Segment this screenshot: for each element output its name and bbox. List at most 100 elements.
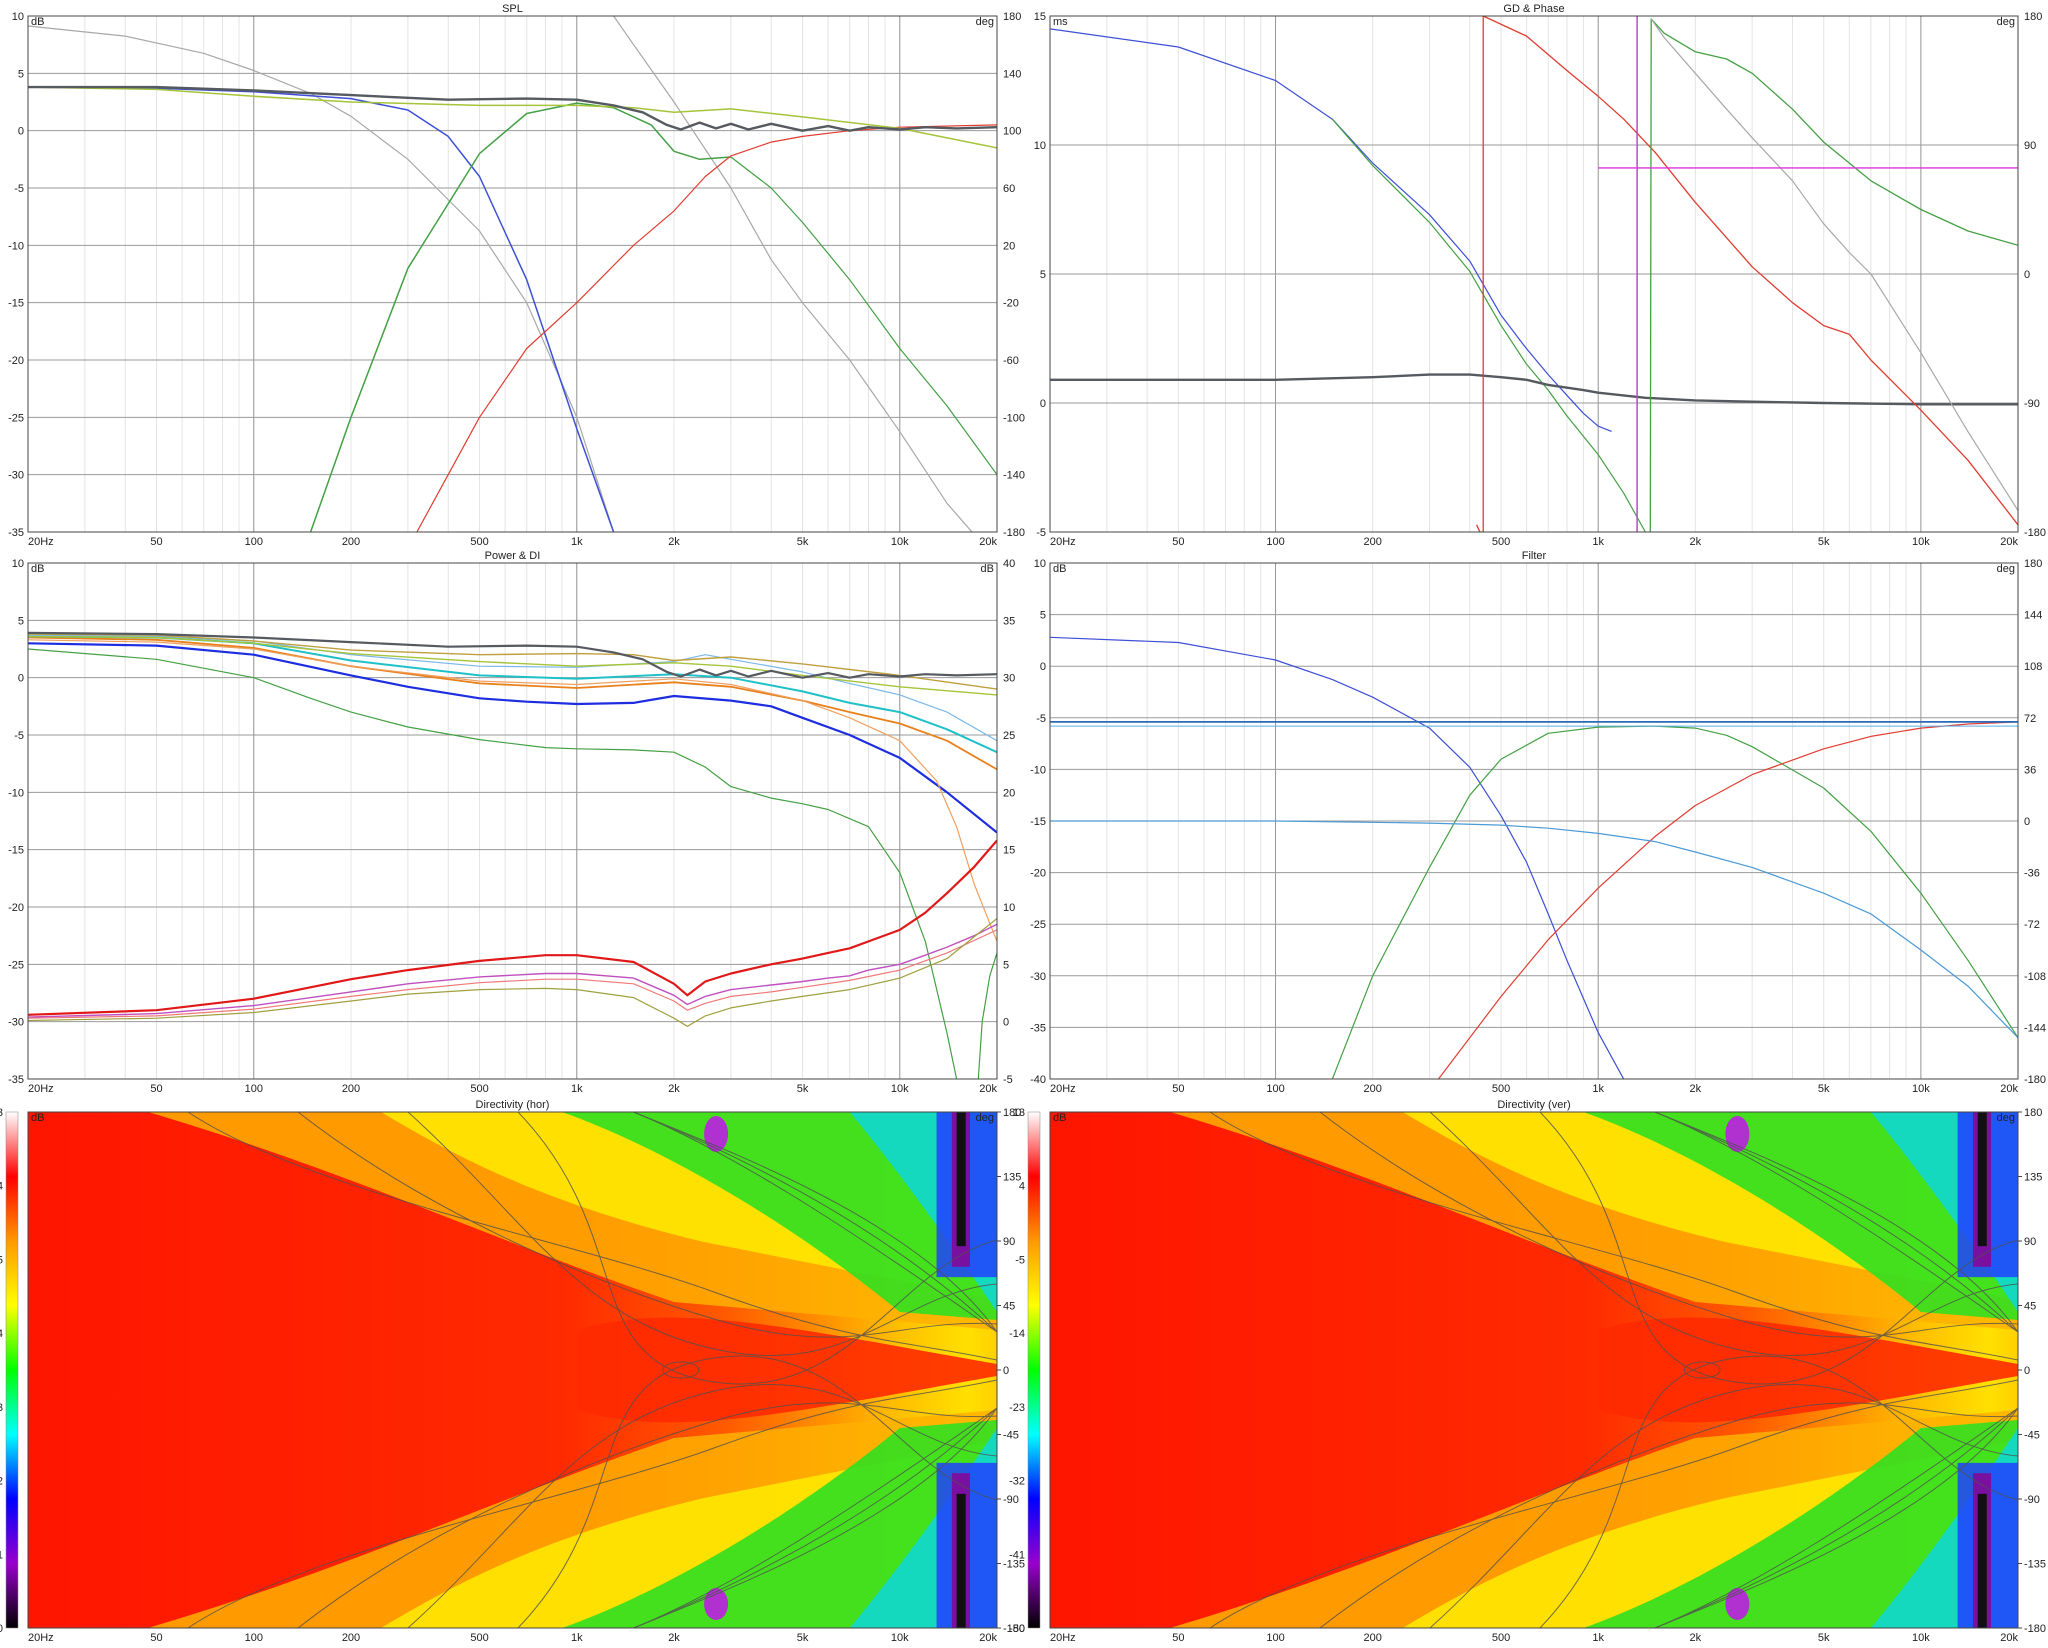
- series-line: [28, 86, 997, 149]
- y2-tick-label: -144: [2024, 1022, 2046, 1034]
- x-tick-label: 100: [245, 1083, 263, 1095]
- y2-tick-label: 25: [1003, 730, 1015, 742]
- heatmap-null: [1977, 1112, 1987, 1247]
- series-line: [977, 952, 997, 1079]
- x-tick-label: 5k: [797, 1632, 809, 1643]
- heatmap-null: [704, 1588, 729, 1620]
- x-tick-label: 2k: [668, 1083, 680, 1095]
- y2-tick-label: 0: [2024, 269, 2030, 281]
- y2-tick-label: -100: [1003, 412, 1025, 424]
- series-group: [1050, 16, 2018, 532]
- y2-tick-label: -135: [1003, 1559, 1025, 1571]
- series-group: [28, 16, 997, 532]
- y-tick-label: 15: [1034, 11, 1046, 23]
- chart-filter: Filter1050-5-10-15-20-25-30-35-401801441…: [1030, 550, 2046, 1095]
- y2-tick-label: -180: [2024, 527, 2046, 539]
- contour-line: [407, 1383, 997, 1628]
- series-line: [1476, 16, 2018, 532]
- y2-tick-label: -90: [2024, 398, 2040, 410]
- y2-tick-label: 135: [1003, 1172, 1021, 1184]
- x-tick-label: 10k: [891, 1632, 909, 1643]
- y2-tick-label: 72: [2024, 713, 2036, 725]
- y-tick-label: -30: [8, 470, 24, 482]
- contour-line: [662, 1361, 700, 1379]
- y-tick-label: -15: [8, 845, 24, 857]
- series-line: [28, 634, 997, 742]
- series-line: [28, 639, 997, 942]
- y2-unit-label: deg: [1997, 16, 2015, 28]
- y2-tick-label: 108: [2024, 661, 2042, 673]
- y-tick-label: -20: [8, 902, 24, 914]
- x-tick-label: 2k: [1690, 536, 1702, 548]
- colorbar-tick-label: -23: [1009, 1402, 1025, 1414]
- x-tick-label: 2k: [668, 536, 680, 548]
- y2-unit-label: deg: [1997, 563, 2015, 575]
- series-line: [613, 16, 973, 532]
- y2-tick-label: 144: [2024, 610, 2042, 622]
- chart-dir_hor: Directivity (hor)18013590450-45-90-135-1…: [0, 1099, 1025, 1644]
- heatmap-null: [956, 1493, 966, 1628]
- contour-line: [633, 1112, 997, 1333]
- x-tick-label: 20Hz: [28, 1083, 54, 1095]
- y-tick-label: -25: [8, 959, 24, 971]
- y-tick-label: -10: [8, 787, 24, 799]
- series-line: [1650, 18, 2018, 511]
- y-tick-label: -10: [8, 240, 24, 252]
- colorbar-tick-label: 13: [0, 1107, 3, 1119]
- chart-title: SPL: [502, 3, 523, 15]
- colorbar-tick-label: -41: [0, 1549, 3, 1561]
- x-tick-label: 200: [342, 536, 360, 548]
- contour-lines: [1209, 1112, 2018, 1628]
- x-tick-label: 10k: [891, 536, 909, 548]
- y2-tick-label: -180: [2024, 1074, 2046, 1086]
- colorbar-tick-label: -14: [0, 1328, 3, 1340]
- x-tick-label: 5k: [1818, 1632, 1830, 1643]
- x-tick-label: 500: [470, 1083, 488, 1095]
- series-line: [1050, 636, 1625, 1079]
- y2-tick-label: 180: [2024, 558, 2042, 570]
- x-tick-label: 20k: [979, 1632, 997, 1643]
- y2-unit-label: deg: [976, 16, 994, 28]
- y2-tick-label: 36: [2024, 764, 2036, 776]
- x-tick-label: 100: [245, 1632, 263, 1643]
- x-tick-label: 50: [150, 1632, 162, 1643]
- plot-frame: [27, 562, 998, 1080]
- contour-line: [1654, 1112, 2018, 1333]
- x-tick-label: 10k: [1912, 1632, 1930, 1643]
- contour-line: [1683, 1361, 1721, 1379]
- y2-tick-label: -45: [2024, 1430, 2040, 1442]
- y2-tick-label: 100: [1003, 126, 1021, 138]
- x-tick-label: 100: [1266, 1083, 1284, 1095]
- contour-lines: [187, 1112, 997, 1628]
- x-tick-label: 20Hz: [28, 536, 54, 548]
- chart-title: Directivity (ver): [1497, 1099, 1570, 1111]
- y2-tick-label: -5: [1003, 1074, 1013, 1086]
- y2-tick-label: -108: [2024, 971, 2046, 983]
- x-tick-label: 1k: [1592, 1632, 1604, 1643]
- y2-tick-label: -90: [1003, 1494, 1019, 1506]
- colorbar-tick-label: -14: [1009, 1328, 1025, 1340]
- series-line: [28, 918, 997, 1027]
- y2-unit-label: deg: [1997, 1112, 2015, 1124]
- y2-tick-label: 90: [2024, 1236, 2036, 1248]
- colorbar-tick-label: -5: [0, 1254, 3, 1266]
- minor-grid: [84, 16, 901, 532]
- y-tick-label: 5: [18, 615, 24, 627]
- y-tick-label: -35: [1030, 1022, 1046, 1034]
- chart-dir_ver: Directivity (ver)18013590450-45-90-135-1…: [1009, 1099, 2046, 1644]
- contour-line: [1654, 1407, 2018, 1628]
- colorbar-tick-label: 13: [1013, 1107, 1025, 1119]
- y2-tick-label: 0: [2024, 816, 2030, 828]
- contour-line: [1654, 1112, 2018, 1333]
- x-tick-label: 20Hz: [28, 1632, 54, 1643]
- series-line: [28, 929, 997, 1019]
- contour-line: [1319, 1402, 2018, 1628]
- x-tick-label: 100: [1266, 536, 1284, 548]
- y-tick-label: -10: [1030, 764, 1046, 776]
- series-line: [1050, 820, 2018, 1039]
- y2-tick-label: 0: [1003, 1365, 1009, 1377]
- y-tick-label: -25: [1030, 919, 1046, 931]
- plot-frame: [27, 1111, 998, 1629]
- contour-line: [633, 1407, 997, 1628]
